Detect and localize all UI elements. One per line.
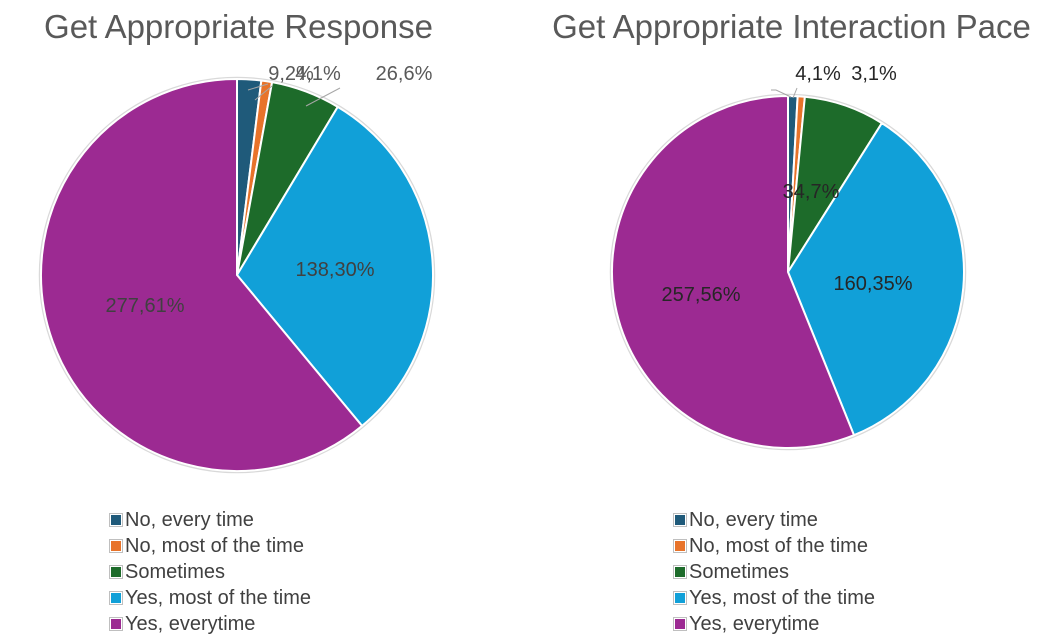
pie-chart-response: 9,2%4,1% 26,6% 138,30% 277,61% <box>38 63 436 474</box>
legend-label: No, every time <box>125 508 254 531</box>
data-label: 4,1% <box>295 63 341 85</box>
data-label: 257,56% <box>662 284 741 306</box>
legend-swatch <box>673 539 687 553</box>
chart-title: Get Appropriate Response <box>44 8 433 45</box>
data-label: 26,6% <box>376 63 433 85</box>
label-leader-line <box>254 85 273 101</box>
legend-label: Yes, everytime <box>689 612 820 635</box>
label-leader-line <box>247 83 269 91</box>
legend-label: Yes, most of the time <box>125 586 312 609</box>
legend-swatch <box>109 565 123 579</box>
pie-outline <box>38 76 436 474</box>
legend-label: Yes, most of the time <box>689 586 876 609</box>
label-leader-line <box>305 87 341 107</box>
legend-item: No, most of the time <box>673 533 875 559</box>
legend-label: No, most of the time <box>689 534 868 557</box>
legend-swatch <box>109 513 123 527</box>
legend-item: No, every time <box>673 507 875 533</box>
data-label: 160,35% <box>834 273 913 295</box>
data-label: 4,1% <box>795 63 841 85</box>
legend-label: Sometimes <box>689 560 790 583</box>
chart-title: Get Appropriate Interaction Pace <box>552 8 1031 45</box>
pie-slice-yes-everytime <box>40 77 364 472</box>
legend-label: Sometimes <box>125 560 226 583</box>
data-label: 277,61% <box>106 295 185 317</box>
legend-label: Yes, everytime <box>125 612 256 635</box>
label-leader-line <box>792 87 798 99</box>
legend-item: No, every time <box>109 507 311 533</box>
legend-item: Yes, everytime <box>673 611 875 637</box>
legend-item: Sometimes <box>109 559 311 585</box>
legend-swatch <box>109 539 123 553</box>
pie-chart-interaction-pace: 4,1% 3,1% 34,7% 160,35% 257,56% <box>609 63 967 451</box>
data-label: 34,7% <box>783 181 840 203</box>
legend-label: No, most of the time <box>125 534 304 557</box>
data-label: 9,2% <box>268 63 314 85</box>
legend-swatch <box>673 591 687 605</box>
legend-label: No, every time <box>689 508 818 531</box>
pie-slice-yes-everytime <box>611 94 856 449</box>
data-label: 138,30% <box>296 259 375 281</box>
legend-item: No, most of the time <box>109 533 311 559</box>
legend-item: Yes, most of the time <box>673 585 876 611</box>
legend-swatch <box>673 513 687 527</box>
pie-slice-yes-most-of-the-time <box>786 121 966 437</box>
legend-item: Yes, most of the time <box>109 585 312 611</box>
legend-swatch <box>109 591 123 605</box>
label-leader-line <box>771 89 792 98</box>
pie-slice-yes-most-of-the-time <box>235 105 434 428</box>
legend-swatch <box>673 565 687 579</box>
chart-panel-response: Get Appropriate Response 9,2% 4,1% 26,6% 13… <box>0 0 521 635</box>
legend: No, every time No, most of the time Someti… <box>109 507 312 637</box>
chart-panel-interaction-pace: Get Appropriate Interaction Pace 4,1% 3,1… <box>521 0 1042 635</box>
legend-swatch <box>109 617 123 631</box>
legend-item: Sometimes <box>673 559 875 585</box>
pie-outline <box>609 93 967 451</box>
legend-swatch <box>673 617 687 631</box>
legend-item: Yes, everytime <box>109 611 311 637</box>
legend: No, every time No, most of the time Someti… <box>673 507 876 637</box>
data-label: 3,1% <box>851 63 897 85</box>
